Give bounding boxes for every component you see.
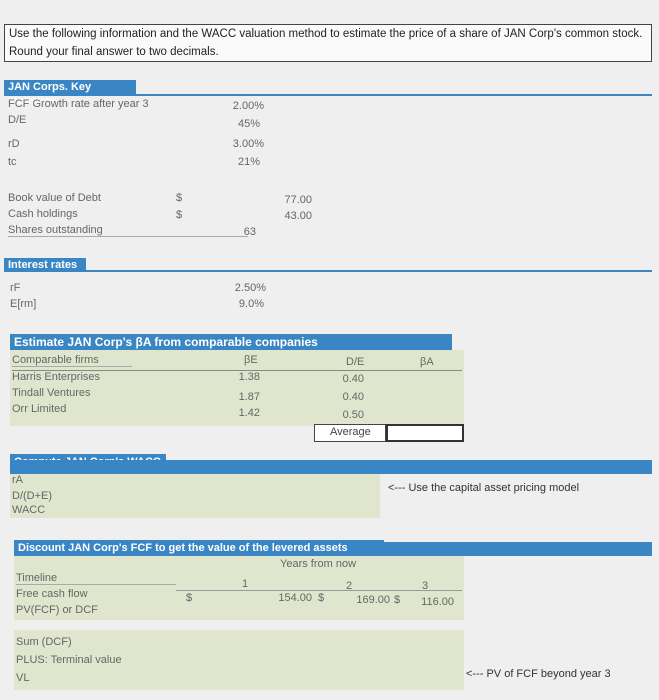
fcf-value-3: 116.00 xyxy=(421,596,454,608)
fcf-label: Free cash flow xyxy=(16,588,88,600)
year-1: 1 xyxy=(242,578,249,590)
comparables-col-firm: Comparable firms xyxy=(12,354,132,367)
tc-label: tc xyxy=(8,156,17,168)
firm-row-1: Harris Enterprises xyxy=(12,371,101,383)
shares-label: Shares outstanding xyxy=(8,224,248,237)
average-label: Average xyxy=(330,426,371,438)
rd-label: rD xyxy=(8,138,20,150)
timeline-label: Timeline xyxy=(16,572,176,585)
cash-currency: $ xyxy=(176,209,183,221)
ra-label: rA xyxy=(12,474,23,486)
rf-value: 2.50% xyxy=(234,282,266,294)
interest-rule xyxy=(4,270,652,272)
firm-row-2: Tindall Ventures xyxy=(12,387,91,399)
pv-fcf-label: PV(FCF) or DCF xyxy=(16,604,98,616)
terminal-value-label: PLUS: Terminal value xyxy=(16,654,122,666)
de-label: D/E xyxy=(8,114,27,126)
fcf-value-1: 154.00 xyxy=(278,592,312,604)
de-row-2: 0.40 xyxy=(342,391,364,403)
year-3: 3 xyxy=(422,580,429,592)
comparables-col-beta-a: βA xyxy=(420,356,434,368)
average-beta-a-input[interactable] xyxy=(386,424,464,442)
fcf-value-2: 169.00 xyxy=(356,594,390,606)
erm-value: 9.0% xyxy=(238,298,264,310)
rd-value: 3.00% xyxy=(232,138,264,150)
comparables-rule xyxy=(12,370,462,371)
sum-dcf-label: Sum (DCF) xyxy=(16,636,72,648)
fcf-currency-3: $ xyxy=(394,594,401,606)
fcf-currency-1: $ xyxy=(186,592,193,604)
key-stats-rule xyxy=(4,94,652,96)
dcf-rule xyxy=(384,542,652,556)
cash-label: Cash holdings xyxy=(8,208,78,220)
wacc-rule xyxy=(10,460,652,474)
wacc-label: WACC xyxy=(12,504,46,516)
cash-value: 43.00 xyxy=(284,210,312,222)
capm-note: <--- Use the capital asset pricing model xyxy=(388,482,580,494)
rf-label: rF xyxy=(10,282,21,294)
key-stats-header: JAN Corps. Key statistics xyxy=(4,80,136,107)
beta-e-row-3: 1.42 xyxy=(238,407,260,419)
de-row-1: 0.40 xyxy=(342,373,364,385)
timeline-rule xyxy=(176,590,462,591)
d-over-de-label: D/(D+E) xyxy=(12,490,53,502)
shares-value: 63 xyxy=(243,226,256,238)
wacc-area xyxy=(10,474,380,518)
dcf-sum-area xyxy=(14,630,464,690)
question-text: Use the following information and the WA… xyxy=(4,24,652,62)
comparables-header: Estimate JAN Corp's βA from comparable c… xyxy=(10,334,452,350)
beta-e-row-2: 1.87 xyxy=(238,391,260,403)
debt-currency: $ xyxy=(176,192,183,204)
de-row-3: 0.50 xyxy=(342,409,364,421)
year-2: 2 xyxy=(346,580,353,592)
fcf-growth-value: 2.00% xyxy=(232,100,264,112)
comparables-col-beta-e: βE xyxy=(244,354,258,366)
comparables-col-de: D/E xyxy=(346,356,365,368)
debt-value: 77.00 xyxy=(284,194,312,206)
fcf-currency-2: $ xyxy=(318,592,325,604)
de-value: 45% xyxy=(237,118,260,130)
comparables-area xyxy=(10,350,464,426)
erm-label: E[rm] xyxy=(10,298,37,310)
beta-e-row-1: 1.38 xyxy=(238,371,260,383)
terminal-note: <--- PV of FCF beyond year 3 xyxy=(466,668,611,680)
fcf-growth-label: FCF Growth rate after year 3 xyxy=(8,98,149,110)
tc-value: 21% xyxy=(237,156,260,168)
average-label-cell xyxy=(314,424,386,442)
interest-header: Interest rates xyxy=(4,258,86,272)
vl-label: VL xyxy=(16,672,30,684)
years-header: Years from now xyxy=(280,558,357,570)
dcf-area xyxy=(14,556,464,620)
firm-row-3: Orr Limited xyxy=(12,403,67,415)
debt-label: Book value of Debt xyxy=(8,192,101,204)
dcf-header: Discount JAN Corp's FCF to get the value… xyxy=(14,540,384,556)
